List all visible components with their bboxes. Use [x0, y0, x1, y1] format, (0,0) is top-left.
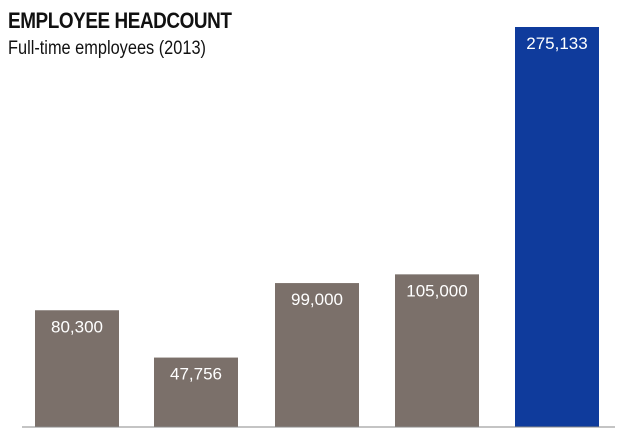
bar-value-label-4: 105,000	[406, 281, 467, 300]
chart-title: EMPLOYEE HEADCOUNT	[8, 8, 232, 33]
bar-3	[275, 283, 359, 427]
bar-value-label-1: 80,300	[51, 317, 103, 336]
bar-value-label-5: 275,133	[526, 34, 587, 53]
chart-subtitle: Full-time employees (2013)	[8, 38, 206, 59]
bar-2	[154, 357, 238, 427]
bar-5	[515, 27, 599, 427]
bar-1	[35, 310, 119, 427]
bar-value-label-2: 47,756	[170, 365, 222, 384]
bar-value-label-3: 99,000	[291, 290, 343, 309]
bar-4	[395, 274, 479, 427]
